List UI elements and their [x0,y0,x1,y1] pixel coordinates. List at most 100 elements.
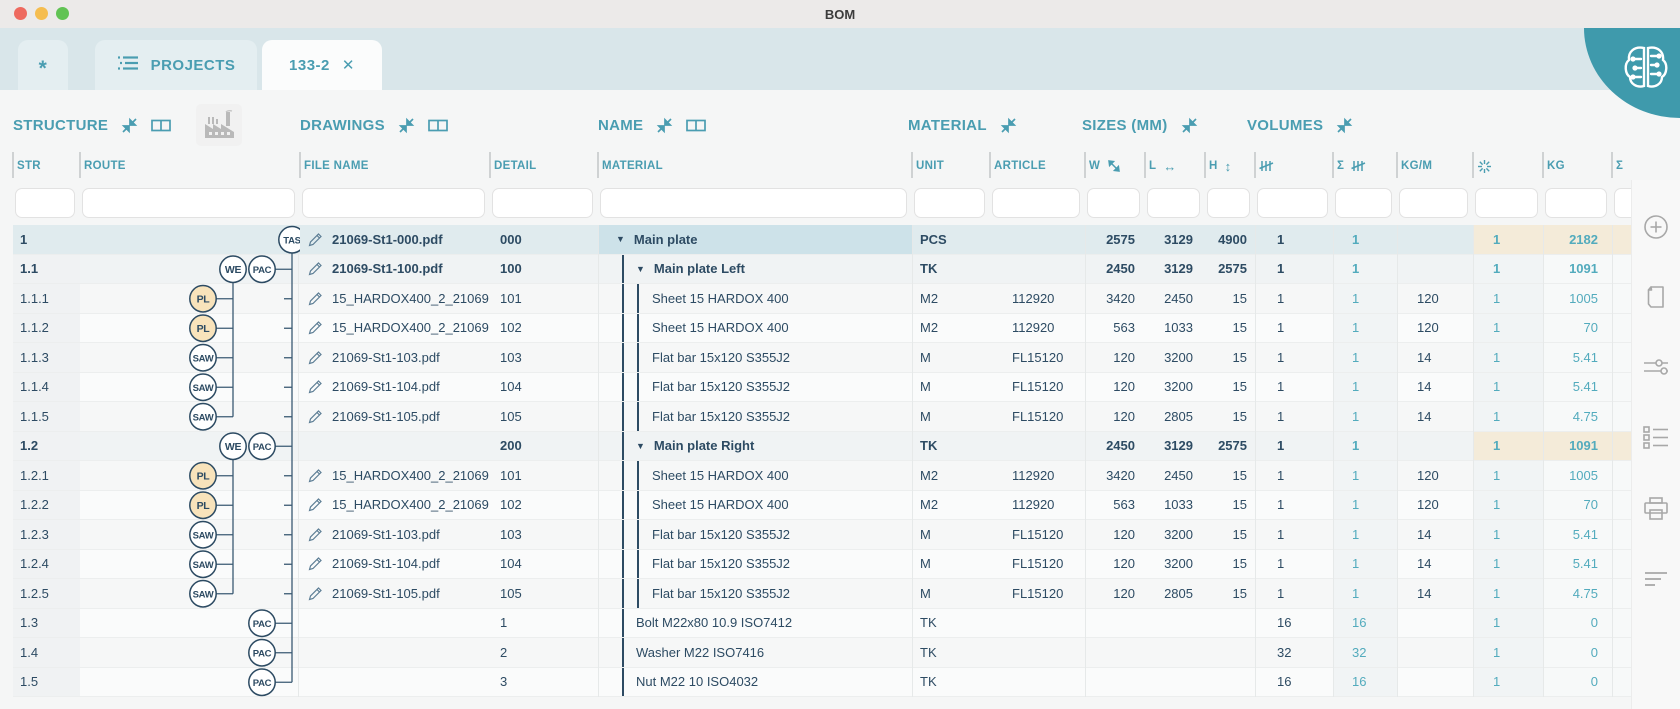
cell-name[interactable]: Bolt M22x80 10.9 ISO7412 [598,608,912,637]
table-row[interactable]: 1.1.5 21069-St1-105.pdf 105 Flat bar 15x120… [13,402,1632,432]
column-header-article[interactable]: ARTICLE [994,154,1046,178]
minimize-window-button[interactable] [35,7,48,20]
cell-kg[interactable]: 1005 [1543,284,1612,313]
collapse-icon[interactable] [121,117,138,134]
cell-kg[interactable]: 5.41 [1543,549,1612,578]
pencil-icon[interactable] [308,291,323,306]
cell-article[interactable] [990,668,1085,697]
filter-input-kg[interactable] [1545,188,1607,218]
cell-str[interactable]: 1.2.4 [13,549,80,578]
cell-name[interactable]: ▼ Main plate Left [598,254,912,283]
cell-flake[interactable]: 1 [1473,549,1543,578]
cell-name[interactable]: Sheet 15 HARDOX 400 [598,490,912,519]
cell-h[interactable] [1205,668,1255,697]
zoom-window-button[interactable] [56,7,69,20]
cell-article[interactable] [990,225,1085,254]
cell-kgm[interactable] [1397,609,1473,638]
cell-qty[interactable]: 16 [1255,609,1333,638]
cell-name[interactable]: Flat bar 15x120 S355J2 [598,549,912,578]
cell-name[interactable]: ▼ Main plate [598,225,912,254]
file-name[interactable]: 21069-St1-100.pdf [332,261,443,277]
cell-l[interactable]: 2805 [1145,579,1205,608]
cell-unit[interactable]: TK [912,609,990,638]
cell-qty[interactable]: 1 [1255,284,1333,313]
cell-flake[interactable]: 1 [1473,402,1543,431]
cell-flake[interactable]: 1 [1473,313,1543,342]
cell-detail[interactable]: 104 [490,373,598,402]
route-op-saw[interactable]: SAW [189,520,217,549]
cell-str[interactable]: 1.5 [13,667,80,696]
pencil-icon[interactable] [308,320,323,335]
route-op-saw[interactable]: SAW [189,402,217,431]
columns-icon[interactable] [686,119,707,132]
cell-sumKg[interactable] [1612,490,1632,519]
cell-sumKg[interactable] [1612,579,1632,608]
cell-sumQty[interactable]: 16 [1333,608,1397,637]
cell-flake[interactable]: 1 [1473,372,1543,401]
close-window-button[interactable] [14,7,27,20]
cell-kgm[interactable]: 14 [1397,579,1473,608]
file-name[interactable]: 15_HARDOX400_2_21069 [332,320,489,336]
cell-str[interactable]: 1.1.1 [13,284,80,313]
cell-article[interactable]: FL15120 [990,343,1085,372]
file-name[interactable]: 15_HARDOX400_2_21069 [332,290,489,306]
cell-flake[interactable]: 1 [1473,490,1543,519]
cell-unit[interactable]: TK [912,255,990,284]
cell-str[interactable]: 1.1.5 [13,402,80,431]
route-op-pl[interactable]: PL [189,491,217,520]
route-op-pac[interactable]: PAC [248,255,276,284]
cell-str[interactable]: 1.3 [13,608,80,637]
cell-w[interactable] [1085,668,1145,697]
cell-qty[interactable]: 1 [1255,432,1333,461]
cell-sumKg[interactable] [1612,638,1632,667]
cell-detail[interactable]: 101 [490,461,598,490]
cell-sumKg[interactable] [1612,254,1632,283]
cell-unit[interactable]: TK [912,432,990,461]
table-row[interactable]: 1.1.2 15_HARDOX400_2_21069 102 Sheet 15 HAR… [13,313,1632,343]
cell-l[interactable]: 2450 [1145,284,1205,313]
cell-qty[interactable]: 16 [1255,668,1333,697]
cell-sumQty[interactable]: 1 [1333,402,1397,431]
column-header-h[interactable]: H ↕ [1209,154,1231,178]
cell-article[interactable] [990,255,1085,284]
cell-unit[interactable]: M [912,373,990,402]
cell-sumKg[interactable] [1612,313,1632,342]
cell-sumQty[interactable]: 1 [1333,254,1397,283]
cell-h[interactable]: 15 [1205,402,1255,431]
pencil-icon[interactable] [308,527,323,542]
cell-kg[interactable]: 1091 [1543,254,1612,283]
route-op-pl[interactable]: PL [189,314,217,343]
cell-kgm[interactable] [1397,432,1473,461]
route-op-we[interactable]: WE [219,255,247,284]
cell-qty[interactable]: 1 [1255,461,1333,490]
table-row[interactable]: 1.2.3 21069-St1-103.pdf 103 Flat bar 15x120… [13,520,1632,550]
cell-kgm[interactable]: 14 [1397,373,1473,402]
cell-kg[interactable]: 0 [1543,638,1612,667]
cell-unit[interactable]: M2 [912,284,990,313]
collapse-icon[interactable] [1336,117,1353,134]
cell-detail[interactable]: 103 [490,520,598,549]
cell-sumQty[interactable]: 1 [1333,284,1397,313]
table-row[interactable]: 1.2.4 21069-St1-104.pdf 104 Flat bar 15x120… [13,549,1632,579]
column-header-sumQty[interactable]: Σ [1337,154,1367,178]
cell-h[interactable]: 2575 [1205,255,1255,284]
cell-name[interactable]: Flat bar 15x120 S355J2 [598,579,912,608]
cell-file[interactable]: 15_HARDOX400_2_21069 [300,491,490,520]
cell-h[interactable]: 15 [1205,520,1255,549]
cell-article[interactable]: FL15120 [990,520,1085,549]
cell-qty[interactable]: 1 [1255,491,1333,520]
cell-kg[interactable]: 2182 [1543,225,1612,254]
route-op-pac[interactable]: PAC [248,432,276,461]
filter-input-h[interactable] [1207,188,1250,218]
cell-h[interactable]: 15 [1205,284,1255,313]
table-row[interactable]: 1.1.1 15_HARDOX400_2_21069 101 Sheet 15 HAR… [13,284,1632,314]
cell-article[interactable] [990,432,1085,461]
lines-button[interactable] [1641,566,1671,596]
cell-h[interactable]: 15 [1205,579,1255,608]
collapse-row-icon[interactable]: ▼ [636,440,645,451]
cell-flake[interactable]: 1 [1473,431,1543,460]
cell-unit[interactable]: TK [912,668,990,697]
tab-new[interactable]: * [18,40,68,90]
cell-flake[interactable]: 1 [1473,461,1543,490]
filter-input-article[interactable] [992,188,1080,218]
